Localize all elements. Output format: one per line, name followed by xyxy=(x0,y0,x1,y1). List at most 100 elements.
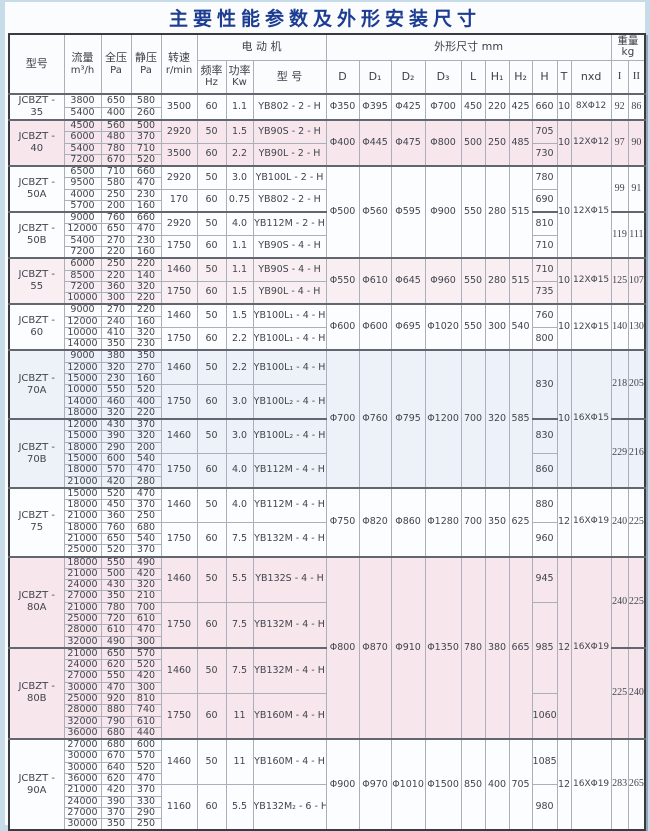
cell-weight-1: 218 xyxy=(610,349,629,420)
cell-dim-H1: 380 xyxy=(484,555,510,740)
cell-flow: 9000 xyxy=(63,211,102,225)
spec-table: 型号 流量 m³/h 全压 Pa 静压 Pa 转速 r/min 电 动 机 xyxy=(8,33,647,831)
cell-dim-D: Φ750 xyxy=(325,486,360,558)
cell-nxd: 16XΦ19 xyxy=(570,738,612,831)
cell-flow: 36000 xyxy=(63,772,102,786)
cell-dim-L: 550 xyxy=(460,257,486,305)
cell-total-pressure: 410 xyxy=(100,326,132,340)
cell-dim-D3: Φ1350 xyxy=(424,555,462,740)
cell-dim-H: 830 xyxy=(531,418,558,455)
table-row: JCBZT -55 6000 250 220 1460 50 1.1 YB90S - 4 - … xyxy=(8,257,646,305)
cell-dim-D3: Φ700 xyxy=(424,93,462,121)
table-row: JCBZT -50B 9000 760 660 2920 50 4.0 YB112M - 2 … xyxy=(8,211,646,259)
cell-total-pressure: 780 xyxy=(100,142,132,155)
cell-dim-D: Φ500 xyxy=(325,165,360,259)
col-header-H2: H₂ xyxy=(508,59,533,95)
cell-flow: 15000 xyxy=(63,452,102,466)
cell-flow: 27000 xyxy=(63,590,102,603)
model-cell: JCBZT -75 xyxy=(8,486,65,558)
cell-speed: 1460 xyxy=(160,303,198,328)
cell-static-pressure: 250 xyxy=(130,818,162,831)
col-header-total-pressure: 全压 Pa xyxy=(100,33,132,95)
cell-dim-D: Φ800 xyxy=(325,555,360,740)
cell-speed: 3500 xyxy=(160,142,198,167)
cell-total-pressure: 450 xyxy=(100,499,132,512)
cell-dim-H: 980 xyxy=(531,784,558,831)
cell-dim-D1: Φ870 xyxy=(358,555,392,740)
table-row: JCBZT -60 9000 270 220 1460 50 1.5 YB100L₁ - 4 … xyxy=(8,303,646,351)
cell-dim-H2: 515 xyxy=(508,165,533,259)
cell-flow: 25000 xyxy=(63,612,102,626)
cell-dim-H2: 515 xyxy=(508,257,533,305)
cell-motor-model: YB802 - 2 - H xyxy=(252,93,327,121)
cell-static-pressure: 320 xyxy=(130,430,162,443)
cell-flow: 21000 xyxy=(63,567,102,581)
cell-motor-model: YB100L - 2 - H xyxy=(252,165,327,190)
cell-flow: 28000 xyxy=(63,624,102,637)
cell-total-pressure: 250 xyxy=(100,188,132,201)
table-row: 32000 490 300 xyxy=(9,635,645,649)
cell-total-pressure: 640 xyxy=(100,761,132,774)
table-row: 14000 460 400 xyxy=(9,395,645,408)
cell-dim-D2: Φ645 xyxy=(390,257,426,305)
cell-static-pressure: 470 xyxy=(130,223,162,236)
cell-flow: 5400 xyxy=(63,234,102,248)
cell-flow: 9000 xyxy=(63,303,102,317)
table-row: 5400 780 710 3500 60 2.2 YB90L - 2 - H 730 xyxy=(9,142,645,167)
cell-total-pressure: 760 xyxy=(100,521,132,534)
cell-dim-H: 945 xyxy=(531,555,558,603)
table-row: 28000 610 470 xyxy=(9,624,645,637)
cell-total-pressure: 270 xyxy=(100,234,132,248)
col-header-frequency: 频率 Hz xyxy=(196,59,227,95)
cell-total-pressure: 360 xyxy=(100,280,132,294)
cell-static-pressure: 220 xyxy=(130,292,162,305)
cell-frequency: 60 xyxy=(196,692,227,740)
cell-flow: 21000 xyxy=(63,784,102,797)
cell-dim-H: 760 xyxy=(531,303,558,328)
model-cell: JCBZT -35 xyxy=(8,93,65,121)
cell-motor-model: YB112M - 4 - H xyxy=(252,486,327,523)
cell-static-pressure: 160 xyxy=(130,246,162,259)
table-row: JCBZT -40 4500 560 500 2920 50 1.5 YB90S - 2 - … xyxy=(8,118,646,167)
cell-dim-H1: 220 xyxy=(484,93,510,121)
cell-dim-D1: Φ445 xyxy=(358,118,392,167)
cell-speed: 2920 xyxy=(160,211,198,236)
cell-weight-2: 265 xyxy=(627,738,646,831)
cell-dim-D3: Φ1500 xyxy=(424,738,462,831)
cell-total-pressure: 620 xyxy=(100,772,132,786)
col-header-H: H xyxy=(531,59,558,95)
cell-dim-D1: Φ610 xyxy=(358,257,392,305)
cell-total-pressure: 570 xyxy=(100,464,132,477)
cell-frequency: 50 xyxy=(196,349,227,386)
cell-flow: 24000 xyxy=(63,795,102,808)
cell-dim-H1: 250 xyxy=(484,118,510,167)
cell-static-pressure: 370 xyxy=(130,131,162,144)
table-header: 型号 流量 m³/h 全压 Pa 静压 Pa 转速 r/min 电 动 机 xyxy=(8,33,646,95)
cell-dim-H1: 300 xyxy=(484,303,510,351)
cell-motor-model: YB100L₂ - 4 - H xyxy=(252,418,327,455)
cell-dim-H: 660 xyxy=(531,93,558,121)
cell-frequency: 50 xyxy=(196,738,227,786)
cell-flow: 18000 xyxy=(63,521,102,534)
cell-frequency: 60 xyxy=(196,326,227,351)
cell-motor-model: YB90L - 2 - H xyxy=(252,142,327,167)
cell-total-pressure: 220 xyxy=(100,246,132,259)
cell-static-pressure: 700 xyxy=(130,601,162,614)
cell-weight-2: 225 xyxy=(627,555,646,649)
cell-total-pressure: 270 xyxy=(100,303,132,317)
cell-speed: 2920 xyxy=(160,118,198,144)
cell-power: 3.0 xyxy=(225,165,254,190)
cell-total-pressure: 350 xyxy=(100,338,132,351)
cell-weight-1: 240 xyxy=(610,486,629,558)
cell-static-pressure: 260 xyxy=(130,106,162,121)
cell-static-pressure: 570 xyxy=(130,646,162,661)
cell-power: 7.5 xyxy=(225,521,254,558)
cell-static-pressure: 160 xyxy=(130,373,162,386)
cell-dim-H: 1060 xyxy=(531,692,558,740)
cell-static-pressure: 280 xyxy=(130,475,162,489)
table-row: 6000 480 370 xyxy=(9,131,645,144)
cell-total-pressure: 230 xyxy=(100,373,132,386)
col-header-weight-group: 重量 kg xyxy=(610,33,646,61)
cell-total-pressure: 920 xyxy=(100,692,132,706)
table-row: 18000 290 200 xyxy=(9,441,645,455)
